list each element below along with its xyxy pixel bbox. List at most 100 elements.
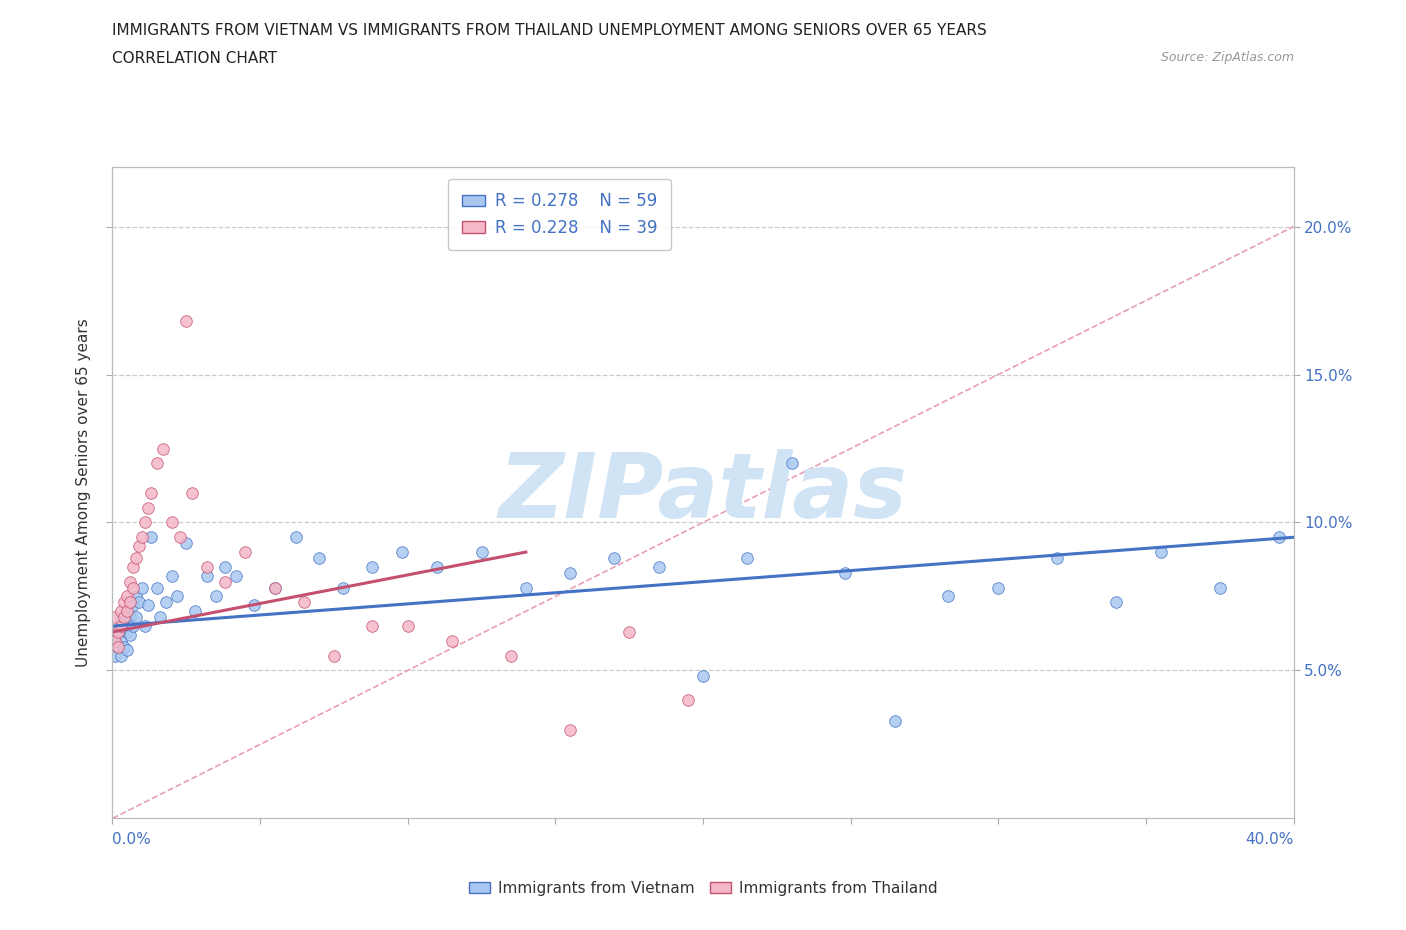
Point — [136, 500, 159, 515]
Point — [936, 589, 959, 604]
Point — [146, 580, 169, 595]
Point — [515, 580, 537, 595]
Point — [110, 613, 132, 628]
Point — [678, 693, 700, 708]
Point — [501, 648, 523, 663]
Point — [181, 485, 204, 500]
Point — [264, 580, 287, 595]
Point — [195, 568, 218, 583]
Point — [122, 618, 145, 633]
Point — [110, 618, 132, 633]
Point — [117, 643, 138, 658]
Point — [104, 633, 127, 648]
Point — [361, 618, 384, 633]
Point — [155, 595, 177, 610]
Point — [160, 568, 183, 583]
Point — [396, 618, 419, 633]
Point — [122, 560, 145, 575]
Point — [117, 625, 138, 640]
Point — [112, 610, 135, 625]
Point — [146, 456, 169, 471]
Point — [152, 441, 174, 456]
Point — [107, 639, 129, 654]
Point — [120, 628, 142, 643]
Point — [139, 485, 162, 500]
Point — [120, 574, 142, 589]
Point — [160, 515, 183, 530]
Point — [884, 713, 907, 728]
Legend: Immigrants from Vietnam, Immigrants from Thailand: Immigrants from Vietnam, Immigrants from… — [463, 875, 943, 902]
Point — [243, 598, 266, 613]
Point — [284, 530, 307, 545]
Point — [308, 551, 330, 565]
Point — [292, 595, 315, 610]
Point — [558, 565, 582, 580]
Point — [104, 633, 127, 648]
Point — [112, 639, 135, 654]
Text: 40.0%: 40.0% — [1246, 832, 1294, 847]
Point — [619, 625, 641, 640]
Point — [112, 595, 135, 610]
Point — [110, 633, 132, 648]
Text: CORRELATION CHART: CORRELATION CHART — [112, 51, 277, 66]
Point — [361, 560, 384, 575]
Point — [134, 515, 156, 530]
Point — [1046, 551, 1069, 565]
Point — [104, 648, 127, 663]
Point — [174, 536, 197, 551]
Point — [184, 604, 207, 618]
Point — [195, 560, 218, 575]
Point — [125, 610, 148, 625]
Point — [233, 545, 256, 560]
Point — [214, 574, 236, 589]
Point — [780, 456, 803, 471]
Point — [117, 604, 138, 618]
Point — [117, 589, 138, 604]
Point — [128, 538, 150, 553]
Point — [391, 545, 413, 560]
Point — [987, 580, 1010, 595]
Point — [323, 648, 346, 663]
Point — [647, 560, 671, 575]
Point — [470, 545, 494, 560]
Text: ZIPatlas: ZIPatlas — [499, 449, 907, 537]
Point — [134, 618, 156, 633]
Point — [120, 610, 142, 625]
Point — [139, 530, 162, 545]
Point — [136, 598, 159, 613]
Point — [112, 618, 135, 633]
Point — [149, 610, 172, 625]
Point — [110, 648, 132, 663]
Point — [166, 589, 188, 604]
Point — [205, 589, 228, 604]
Point — [104, 610, 127, 625]
Point — [174, 313, 197, 328]
Text: IMMIGRANTS FROM VIETNAM VS IMMIGRANTS FROM THAILAND UNEMPLOYMENT AMONG SENIORS O: IMMIGRANTS FROM VIETNAM VS IMMIGRANTS FR… — [112, 23, 987, 38]
Point — [125, 589, 148, 604]
Point — [332, 580, 354, 595]
Point — [128, 595, 150, 610]
Point — [558, 723, 582, 737]
Y-axis label: Unemployment Among Seniors over 65 years: Unemployment Among Seniors over 65 years — [76, 319, 91, 668]
Point — [1150, 545, 1173, 560]
Point — [1105, 595, 1128, 610]
Point — [264, 580, 287, 595]
Point — [1208, 580, 1232, 595]
Point — [120, 595, 142, 610]
Point — [110, 604, 132, 618]
Point — [107, 625, 129, 640]
Point — [125, 551, 148, 565]
Point — [214, 560, 236, 575]
Point — [692, 669, 714, 684]
Point — [122, 580, 145, 595]
Text: 0.0%: 0.0% — [112, 832, 152, 847]
Point — [834, 565, 856, 580]
Point — [131, 530, 153, 545]
Point — [225, 568, 247, 583]
Point — [131, 580, 153, 595]
Point — [737, 551, 759, 565]
Point — [603, 551, 626, 565]
Point — [122, 598, 145, 613]
Point — [107, 639, 129, 654]
Point — [169, 530, 191, 545]
